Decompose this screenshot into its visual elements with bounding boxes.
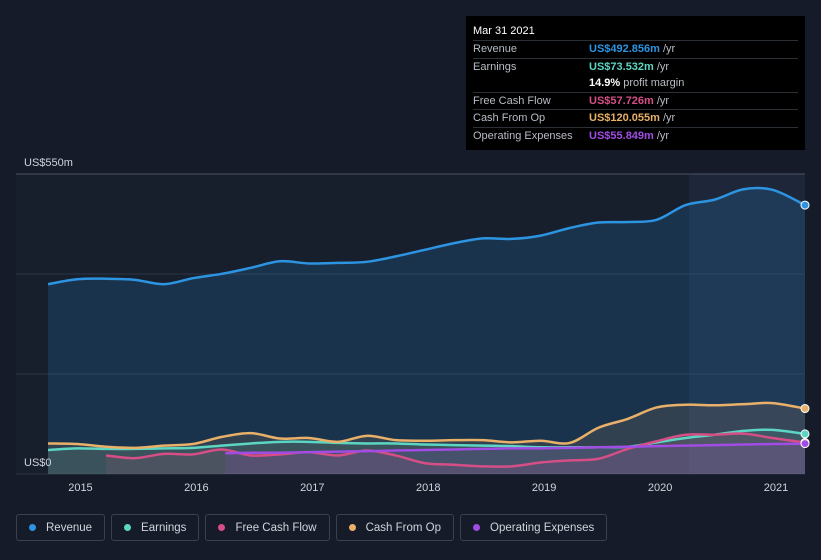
revenue-endpoint [800, 200, 810, 210]
legend-item-earnings[interactable]: Earnings [111, 514, 200, 541]
tooltip-row-free-cash-flow: Free Cash Flow US$57.726m /yr [473, 91, 798, 110]
plot-background [16, 174, 805, 474]
free-cash-flow-line [105, 432, 806, 468]
revenue-line [47, 186, 806, 286]
x-tick-label: 2016 [184, 482, 208, 494]
tooltip-value: US$120.055m [589, 112, 660, 125]
tooltip-label: Earnings [473, 60, 517, 73]
cash-from-op-endpoint [800, 404, 810, 414]
operating-expenses-line [225, 442, 806, 455]
tooltip-unit: /yr [662, 43, 676, 55]
earnings-line [47, 428, 806, 452]
legend-label: Operating Expenses [490, 521, 595, 534]
legend-dot-icon [348, 524, 356, 531]
tooltip-value: US$73.532m [589, 60, 654, 73]
cash-from-op-area [48, 402, 805, 474]
cash-from-op-line [47, 401, 806, 450]
tooltip-label [473, 75, 589, 92]
tooltip-value: US$55.849m [589, 129, 654, 142]
legend-item-cash-from-op[interactable]: Cash From Op [335, 514, 455, 541]
tooltip-row-operating-expenses: Operating Expenses US$55.849m /yr [473, 126, 798, 145]
y-axis-top-label: US$550m [24, 157, 73, 169]
chart-plot: US$550m US$0 2015 2016 2017 2018 2019 2020 202… [16, 157, 810, 494]
legend-dot-icon [218, 524, 226, 531]
tooltip-unit: /yr [656, 94, 670, 107]
tooltip-value: US$492.856m [589, 43, 660, 55]
x-tick-label: 2017 [300, 482, 324, 494]
tooltip-row-profit-margin: 14.9% profit margin [473, 75, 798, 92]
x-tick-label: 2015 [68, 482, 92, 494]
tooltip-row-earnings: Earnings US$73.532m /yr [473, 57, 798, 76]
tooltip-label: Operating Expenses [473, 129, 573, 142]
tooltip-unit: /yr [656, 60, 670, 73]
legend-label: Earnings [141, 521, 187, 534]
tooltip-date: Mar 31 2021 [473, 25, 535, 37]
tooltip-unit: /yr [662, 112, 676, 125]
legend: Revenue Earnings Free Cash Flow Cash Fro… [16, 514, 608, 541]
x-tick-label: 2021 [764, 482, 788, 494]
tooltip-row-cash-from-op: Cash From Op US$120.055m /yr [473, 109, 798, 127]
legend-label: Cash From Op [365, 521, 442, 534]
tooltip-label: Free Cash Flow [473, 94, 551, 107]
tooltip: Mar 31 2021 Revenue US$492.856m /yr Earn… [466, 16, 805, 150]
tooltip-label: Revenue [473, 43, 518, 55]
legend-dot-icon [473, 524, 481, 531]
legend-label: Free Cash Flow [235, 521, 317, 534]
x-tick-label: 2018 [416, 482, 440, 494]
tooltip-label: Cash From Op [473, 112, 546, 125]
legend-item-revenue[interactable]: Revenue [16, 514, 106, 541]
tooltip-unit: /yr [656, 129, 670, 142]
legend-label: Revenue [46, 521, 93, 534]
tooltip-value: US$57.726m [589, 94, 654, 107]
tooltip-row-revenue: Revenue US$492.856m /yr [473, 40, 798, 58]
earnings-endpoint [800, 429, 810, 439]
tooltip-unit: profit margin [623, 77, 685, 90]
legend-item-operating-expenses[interactable]: Operating Expenses [460, 514, 608, 541]
y-axis-bottom-label: US$0 [24, 457, 52, 469]
tooltip-value: 14.9% [589, 77, 621, 90]
operating-expenses-endpoint [800, 439, 810, 449]
free-cash-flow-area [105, 433, 805, 474]
legend-item-free-cash-flow[interactable]: Free Cash Flow [205, 514, 330, 541]
x-tick-label: 2019 [532, 482, 556, 494]
earnings-area [48, 429, 805, 474]
legend-dot-icon [124, 524, 132, 531]
x-tick-label: 2020 [648, 482, 672, 494]
legend-dot-icon [29, 524, 36, 531]
highlight-region [689, 174, 805, 474]
revenue-area [48, 187, 805, 475]
